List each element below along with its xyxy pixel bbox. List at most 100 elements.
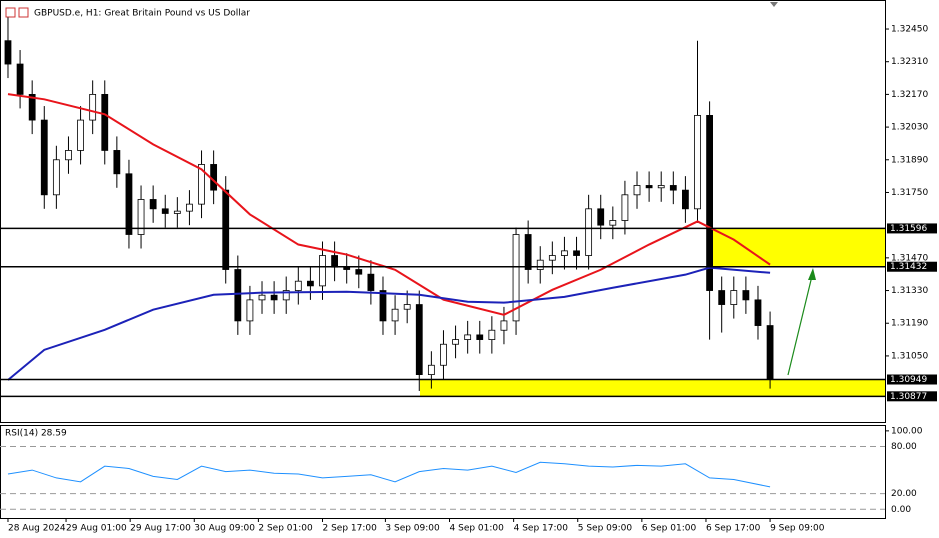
candle-body <box>476 334 484 340</box>
candle-body <box>621 194 629 221</box>
candle-body <box>561 250 568 256</box>
candle-body <box>657 185 665 189</box>
candle-body <box>28 93 36 121</box>
x-tick-label: 2 Sep 17:00 <box>323 524 378 534</box>
x-tick-label: 6 Sep 17:00 <box>706 524 761 534</box>
y-tick-label: 1.32450 <box>891 25 928 35</box>
icon <box>18 7 29 18</box>
candle-body <box>343 266 351 270</box>
candle-body <box>415 304 423 375</box>
candle-body <box>682 189 689 210</box>
candle-body <box>706 115 713 291</box>
candle-body <box>40 119 48 196</box>
candle-body <box>645 185 653 189</box>
candle-body <box>198 164 205 205</box>
candle-body <box>173 210 181 214</box>
candle-body <box>573 250 580 256</box>
candle-body <box>500 320 508 331</box>
rsi-pane <box>0 425 886 519</box>
y-tick-label: 0.00 <box>891 505 911 515</box>
candle-body <box>16 63 24 95</box>
candle-body <box>246 299 254 322</box>
candle-body <box>585 208 593 256</box>
y-tick-label: 1.32310 <box>891 57 928 67</box>
x-tick-label: 2 Sep 01:00 <box>258 524 313 534</box>
x-tick-label: 4 Sep 17:00 <box>514 524 569 534</box>
y-tick-label: 1.31050 <box>891 351 928 361</box>
level-tag <box>887 391 937 402</box>
arrow <box>787 275 813 376</box>
candle-body <box>65 150 72 161</box>
candle-body <box>694 115 701 210</box>
icon <box>5 7 16 18</box>
level-tag <box>887 261 937 272</box>
candle-body <box>186 203 193 212</box>
candle-body <box>766 325 774 380</box>
candle-body <box>718 290 726 305</box>
x-tick-label: 29 Aug 17:00 <box>130 524 191 534</box>
candle-body <box>294 280 302 291</box>
candle-body <box>149 199 157 210</box>
candle-body <box>440 343 447 366</box>
candle-body <box>609 220 617 226</box>
candle-body <box>742 290 750 301</box>
candle-body <box>464 334 472 340</box>
level-label: 1.31596 <box>890 224 927 234</box>
candle-body <box>730 290 738 305</box>
candle-body <box>754 299 762 326</box>
candle-body <box>52 159 60 196</box>
candle-body <box>137 199 145 235</box>
candle-body <box>536 259 544 270</box>
x-tick-label: 4 Sep 01:00 <box>450 524 505 534</box>
candle-body <box>222 189 230 270</box>
candle-body <box>633 185 641 196</box>
x-tick-label: 29 Aug 01:00 <box>66 524 127 534</box>
level-label: 1.30877 <box>890 392 927 402</box>
candle-body <box>258 294 266 301</box>
rsi-line <box>7 461 771 488</box>
candle-body <box>597 208 605 226</box>
candle-body <box>282 290 290 301</box>
y-tick-label: 1.32030 <box>891 123 928 133</box>
candle-body <box>403 304 411 310</box>
candle-body <box>210 164 218 191</box>
candle-body <box>331 255 338 268</box>
x-tick-label: 30 Aug 09:00 <box>194 524 255 534</box>
candle-body <box>319 255 326 287</box>
candle-body <box>161 208 169 214</box>
y-tick-label: 1.31750 <box>891 188 928 198</box>
y-tick-label: 1.32170 <box>891 90 928 100</box>
y-tick-label: 1.31890 <box>891 155 928 165</box>
candle-body <box>427 364 435 375</box>
moving-average <box>7 266 771 381</box>
rsi-title: RSI(14) 28.59 <box>5 429 67 439</box>
level-label: 1.31432 <box>890 262 927 272</box>
y-tick-label: 20.00 <box>891 489 917 499</box>
x-tick-label: 3 Sep 09:00 <box>385 524 440 534</box>
candle-body <box>379 290 387 322</box>
zone <box>420 379 885 397</box>
candle-body <box>391 308 399 322</box>
x-tick-label: 28 Aug 2024 <box>8 524 66 534</box>
price-pane <box>0 0 886 423</box>
x-tick-label: 9 Sep 09:00 <box>770 524 825 534</box>
y-tick-label: 1.31470 <box>891 253 928 263</box>
candle-body <box>512 234 520 322</box>
candle-body <box>234 269 242 322</box>
level-tag <box>887 374 937 385</box>
y-tick-label: 80.00 <box>891 442 917 452</box>
candle-body <box>524 234 532 270</box>
level-tag <box>887 223 937 234</box>
candle-body <box>89 93 97 121</box>
y-tick-label: 1.31330 <box>891 286 928 296</box>
scroll-marker <box>770 2 778 7</box>
candle-body <box>367 273 375 291</box>
y-tick-label: 100.00 <box>891 426 923 436</box>
chart-title: GBPUSD.e, H1: Great Britain Pound vs US … <box>34 9 250 19</box>
candle-body <box>101 93 109 151</box>
candle-body <box>307 280 314 287</box>
arrow-head <box>808 268 816 280</box>
y-tick-label: 1.31190 <box>891 319 928 329</box>
candle-body <box>548 255 556 261</box>
